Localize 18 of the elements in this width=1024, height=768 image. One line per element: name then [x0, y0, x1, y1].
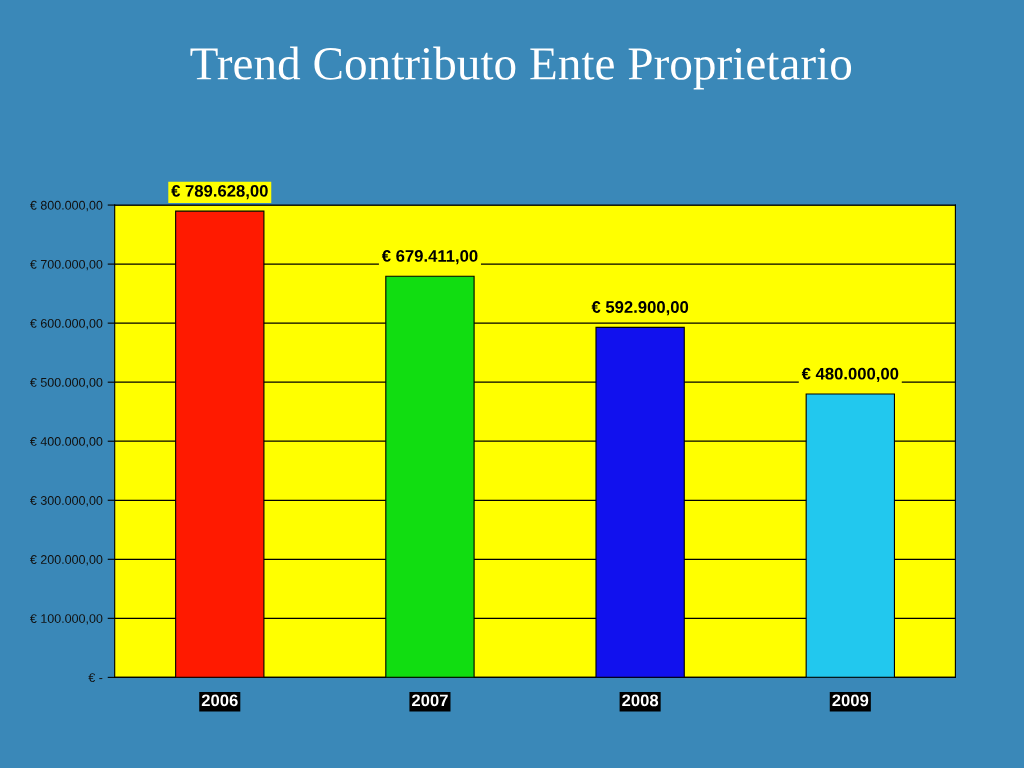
y-tick-label: € 400.000,00	[30, 437, 103, 448]
y-tick-label: € -	[88, 673, 103, 683]
chart-title: Trend Contributo Ente Proprietario	[190, 46, 852, 90]
y-tick-label: € 800.000,00	[30, 200, 103, 212]
x-tick-label: 2008	[622, 694, 659, 707]
y-tick-label: € 300.000,00	[30, 496, 103, 507]
y-tick-label: € 500.000,00	[30, 377, 103, 389]
y-tick-label: € 200.000,00	[30, 555, 103, 566]
y-tick-label: € 700.000,00	[30, 259, 103, 271]
data-label: € 480.000,00	[801, 367, 899, 382]
y-tick-label: € 600.000,00	[30, 318, 103, 330]
data-label: € 789.628,00	[171, 184, 268, 200]
data-label: € 592.900,00	[591, 301, 689, 316]
data-label: € 679.411,00	[381, 250, 478, 265]
x-tick-label: 2007	[411, 694, 448, 707]
x-tick-label: 2009	[832, 694, 869, 707]
x-tick-label: 2006	[201, 694, 238, 707]
y-tick-label: € 100.000,00	[30, 614, 103, 625]
